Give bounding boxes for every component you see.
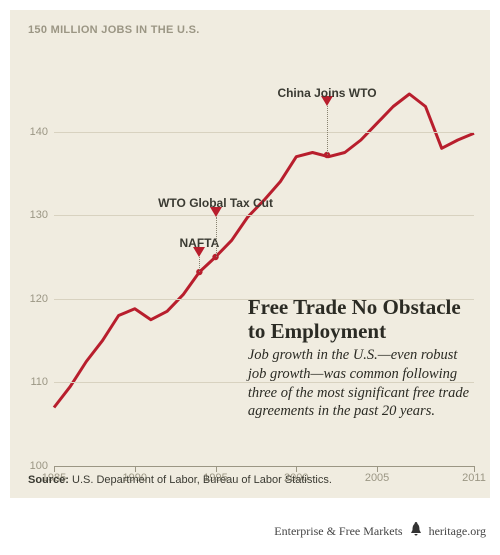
annotation-label: WTO Global Tax Cut bbox=[158, 196, 273, 210]
annotation-leader bbox=[327, 106, 328, 155]
x-tick-label: 2011 bbox=[462, 472, 486, 484]
footer-left: Enterprise & Free Markets bbox=[274, 524, 402, 538]
source-label: Source: bbox=[28, 474, 69, 486]
y-tick-label: 140 bbox=[20, 126, 48, 138]
x-tick-label: 2005 bbox=[365, 472, 389, 484]
gridline bbox=[54, 215, 474, 216]
bell-icon bbox=[410, 522, 422, 540]
story-title: Free Trade No Obstacle to Employment bbox=[248, 295, 468, 343]
source-text: U.S. Department of Labor, Bureau of Labo… bbox=[69, 474, 332, 486]
source-line: Source: U.S. Department of Labor, Bureau… bbox=[28, 474, 332, 486]
annotation-leader bbox=[216, 217, 217, 257]
chart-panel: 150 MILLION JOBS IN THE U.S. 10011012013… bbox=[10, 10, 490, 498]
story-body: Job growth in the U.S.—even robust job g… bbox=[248, 346, 472, 420]
plot-area: 100110120130140198519901995200020052011N… bbox=[54, 48, 474, 466]
y-tick-label: 100 bbox=[20, 460, 48, 472]
gridline bbox=[54, 132, 474, 133]
y-tick-label: 110 bbox=[20, 376, 48, 388]
annotation-label: NAFTA bbox=[179, 236, 219, 250]
y-axis-title: 150 MILLION JOBS IN THE U.S. bbox=[28, 24, 200, 36]
footer-right: heritage.org bbox=[429, 524, 486, 538]
annotation-label: China Joins WTO bbox=[277, 86, 376, 100]
y-tick-label: 120 bbox=[20, 293, 48, 305]
footer: Enterprise & Free Markets heritage.org bbox=[10, 508, 490, 540]
x-axis-line bbox=[54, 466, 474, 467]
y-tick-label: 130 bbox=[20, 209, 48, 221]
annotation-leader bbox=[199, 257, 200, 272]
